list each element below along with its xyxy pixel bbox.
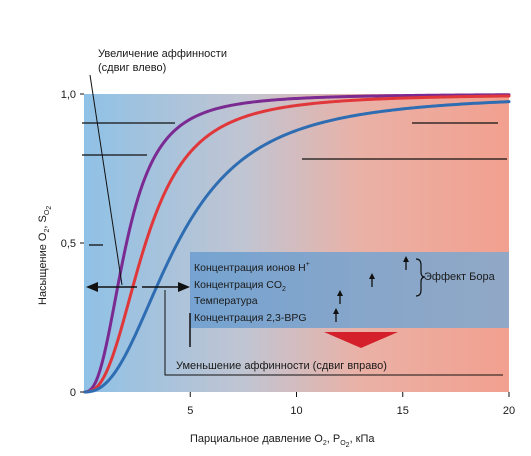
axes: 0 0,5 1,0 5 10 15 20	[61, 89, 515, 417]
plot-area	[84, 94, 509, 392]
x-tick-label-2: 15	[397, 405, 409, 417]
right-arrow-head	[178, 282, 190, 292]
up-arrow-head-2	[337, 290, 343, 296]
y-tick-label-1: 0,5	[61, 238, 76, 250]
bohr-brace	[415, 258, 426, 297]
left-shift-label-2: (сдвиг влево)	[98, 62, 166, 74]
x-tick-label-0: 5	[187, 405, 193, 417]
up-arrow-head-1	[369, 273, 375, 279]
plot-background	[84, 94, 509, 392]
factor-box	[190, 252, 509, 328]
bohr-effect-label: Эффект Бора	[424, 271, 496, 283]
curve-1	[83, 94, 511, 394]
up-arrow-head-3	[333, 308, 339, 314]
right-shift-leader	[164, 290, 503, 376]
left-arrow-head	[86, 282, 98, 292]
right-shift-label: Уменьшение аффинности (сдвиг вправо)	[176, 360, 387, 372]
x-tick-label-3: 20	[503, 405, 515, 417]
y-tick-label-2: 1,0	[61, 89, 76, 101]
factor-h-ions: Концентрация ионов H+	[194, 261, 310, 274]
reference-lines	[82, 122, 507, 246]
factor-box-bg	[190, 252, 509, 328]
annotations	[86, 74, 503, 376]
y-axis-label: Насыщение O2, SO2	[37, 206, 53, 305]
curve-2	[83, 100, 511, 394]
curve-0	[83, 93, 511, 394]
left-shift-leader	[89, 74, 123, 286]
left-shift-label: Увеличение аффинности	[98, 48, 227, 60]
factor-co2: Концентрация CO2	[194, 279, 286, 293]
shift-indicator-triangle	[324, 332, 398, 348]
factor-bpg: Концентрация 2,3-BPG	[194, 312, 307, 324]
up-arrow-head-0	[403, 256, 409, 262]
x-tick-label-1: 10	[290, 405, 302, 417]
factor-temperature: Температура	[194, 295, 258, 307]
curves	[83, 93, 511, 394]
x-axis-label: Парциальное давление O2, PO2, кПа	[190, 433, 375, 449]
y-tick-label-0: 0	[70, 387, 76, 399]
